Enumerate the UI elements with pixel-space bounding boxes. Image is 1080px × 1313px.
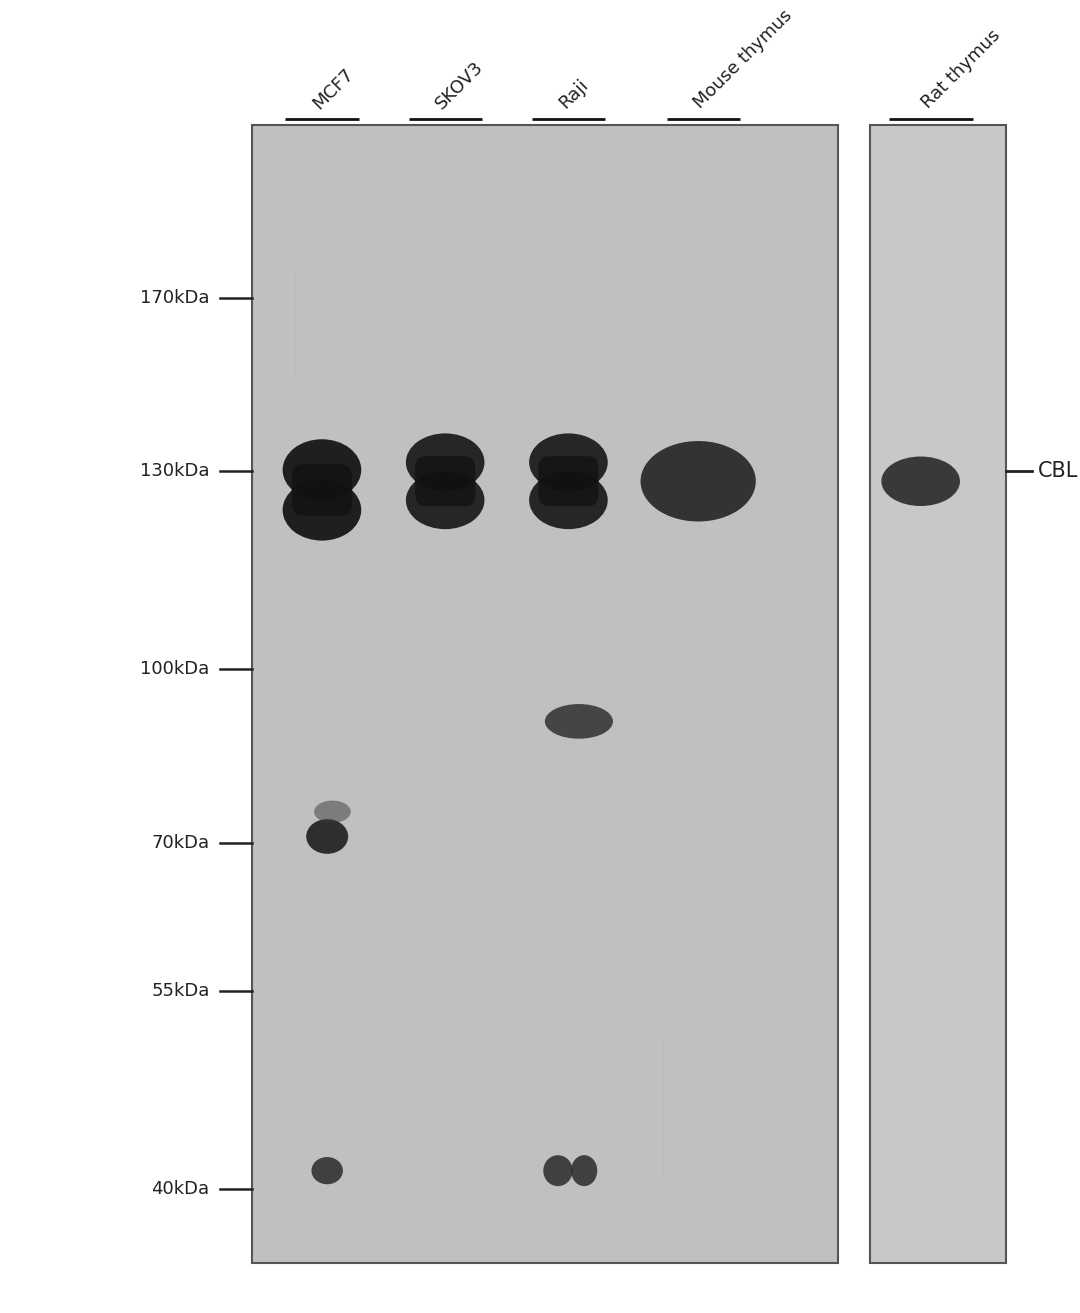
Ellipse shape [529,471,608,529]
FancyBboxPatch shape [292,465,352,516]
Ellipse shape [406,433,485,491]
Text: SKOV3: SKOV3 [432,58,487,113]
Text: MCF7: MCF7 [309,64,357,113]
FancyBboxPatch shape [538,456,598,507]
Ellipse shape [640,441,756,521]
Text: 100kDa: 100kDa [140,660,210,679]
Ellipse shape [529,433,608,491]
Text: 130kDa: 130kDa [140,462,210,481]
Ellipse shape [314,801,351,823]
FancyBboxPatch shape [252,125,838,1263]
FancyBboxPatch shape [415,456,475,507]
Text: 55kDa: 55kDa [151,982,210,1001]
Ellipse shape [406,471,485,529]
Ellipse shape [283,440,361,500]
Ellipse shape [283,479,361,541]
Ellipse shape [307,819,348,853]
Text: Rat thymus: Rat thymus [918,26,1004,113]
Text: 70kDa: 70kDa [151,834,210,852]
Text: Raji: Raji [556,76,592,113]
Text: 170kDa: 170kDa [140,289,210,307]
Text: 40kDa: 40kDa [151,1180,210,1199]
Ellipse shape [311,1157,343,1184]
Ellipse shape [543,1155,572,1186]
Ellipse shape [881,457,960,506]
Ellipse shape [544,704,613,739]
FancyBboxPatch shape [869,125,1007,1263]
Text: Mouse thymus: Mouse thymus [691,7,796,113]
Ellipse shape [571,1155,597,1186]
Text: CBL: CBL [1038,461,1078,482]
